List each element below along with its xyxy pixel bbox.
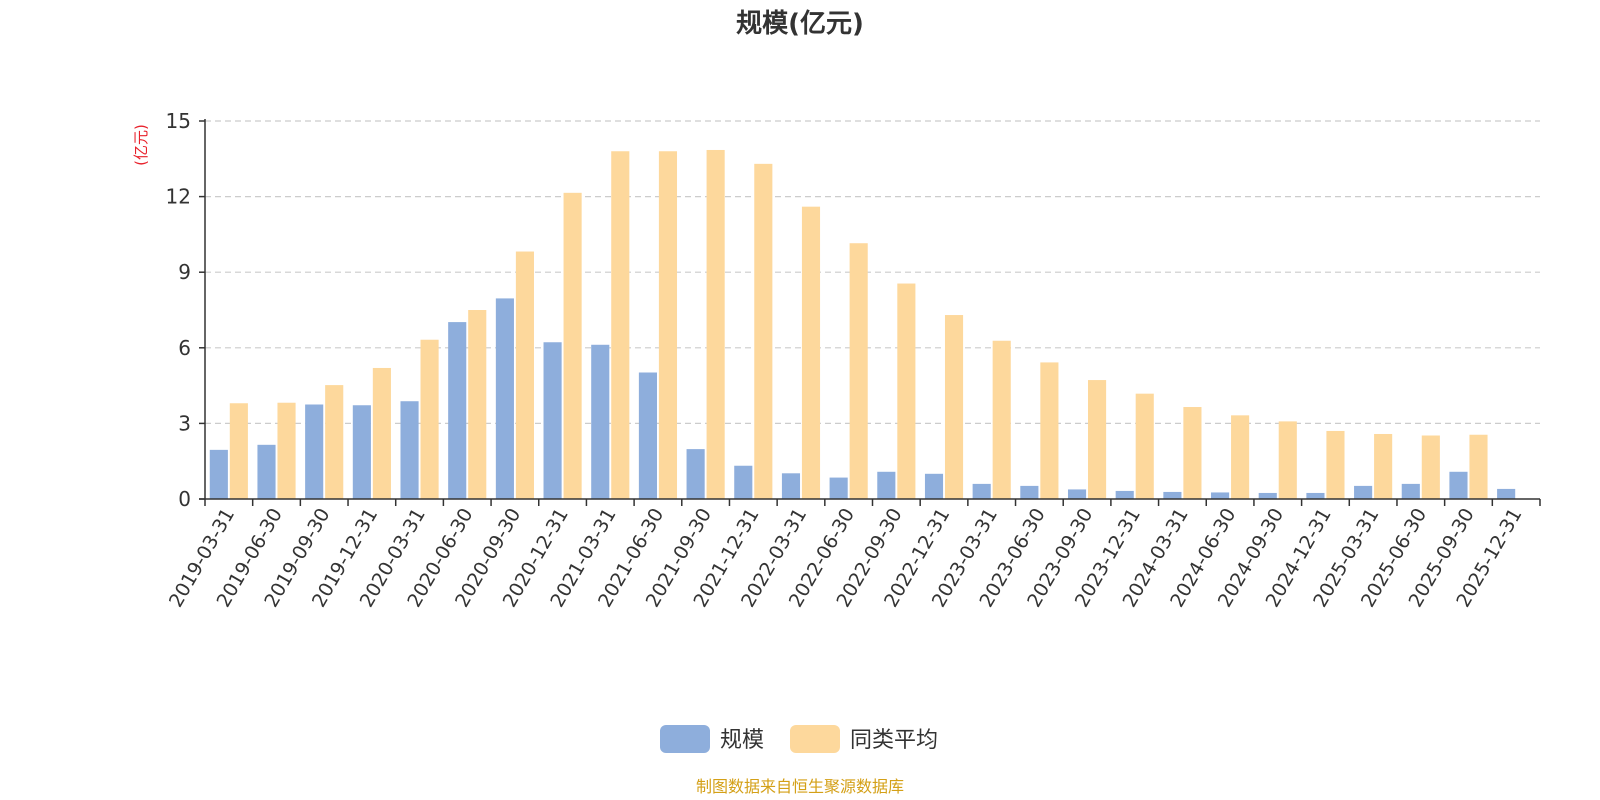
bar-peer-average bbox=[420, 339, 439, 499]
gridlines bbox=[205, 120, 1540, 424]
bar-peer-average bbox=[372, 367, 391, 499]
bar-peer-average bbox=[1183, 407, 1202, 499]
bars bbox=[209, 149, 1516, 500]
x-axis-ticks: 2019-03-312019-06-302019-09-302019-12-31… bbox=[165, 499, 1541, 611]
bar-peer-average bbox=[849, 243, 868, 499]
bar-scale bbox=[638, 372, 657, 499]
bar-scale bbox=[257, 444, 276, 499]
bar-scale bbox=[1020, 485, 1039, 499]
bar-peer-average bbox=[229, 403, 248, 499]
bar-scale bbox=[1163, 491, 1182, 499]
bar-scale bbox=[781, 473, 801, 499]
bar-scale bbox=[305, 404, 324, 499]
bar-peer-average bbox=[325, 385, 344, 499]
bar-peer-average bbox=[563, 192, 582, 499]
bar-peer-average bbox=[1135, 393, 1154, 499]
bar-peer-average bbox=[1088, 380, 1107, 499]
y-axis-ticks: 0 3 6 9 12 15 bbox=[166, 109, 205, 511]
bar-scale bbox=[1449, 471, 1468, 499]
y-tick-label: 15 bbox=[166, 109, 191, 133]
bar-scale bbox=[209, 449, 228, 499]
bar-scale bbox=[924, 473, 944, 499]
bar-scale bbox=[686, 449, 705, 499]
chart-title: 规模(亿元) bbox=[736, 9, 864, 39]
bar-peer-average bbox=[277, 402, 296, 499]
bar-peer-average bbox=[1040, 362, 1059, 499]
legend-swatch bbox=[790, 725, 840, 753]
y-tick-label: 0 bbox=[178, 487, 191, 511]
legend-label: 同类平均 bbox=[850, 728, 938, 753]
legend-label: 规模 bbox=[720, 728, 764, 753]
y-axis-unit-label: (亿元) bbox=[132, 124, 150, 166]
bar-scale bbox=[591, 344, 610, 499]
bar-scale bbox=[1306, 492, 1325, 499]
bar-scale bbox=[1497, 488, 1516, 499]
bar-peer-average bbox=[468, 310, 487, 499]
bar-peer-average bbox=[658, 151, 678, 500]
bar-peer-average bbox=[1421, 435, 1440, 499]
bar-scale bbox=[1115, 490, 1134, 499]
bar-scale bbox=[734, 465, 753, 499]
bar-scale bbox=[352, 405, 371, 499]
bar-peer-average bbox=[992, 340, 1011, 499]
bar-scale bbox=[1067, 489, 1087, 499]
bar-scale bbox=[1401, 483, 1420, 499]
bar-scale bbox=[1258, 492, 1277, 499]
bar-scale bbox=[400, 401, 419, 499]
bar-peer-average bbox=[754, 163, 773, 499]
bar-scale bbox=[495, 298, 514, 499]
bar-scale bbox=[448, 322, 467, 499]
bar-peer-average bbox=[1469, 434, 1488, 499]
axes bbox=[199, 119, 1540, 500]
bar-scale bbox=[1211, 492, 1230, 499]
bar-peer-average bbox=[1231, 415, 1250, 499]
y-tick-label: 6 bbox=[178, 336, 191, 360]
data-source-note: 制图数据来自恒生聚源数据库 bbox=[696, 777, 904, 796]
bar-peer-average bbox=[801, 206, 821, 499]
bar-scale bbox=[543, 342, 562, 499]
bar-scale bbox=[829, 477, 848, 499]
bar-peer-average bbox=[611, 151, 630, 500]
y-tick-label: 3 bbox=[178, 411, 191, 435]
legend: 规模 同类平均 bbox=[660, 725, 938, 753]
legend-swatch bbox=[660, 725, 710, 753]
bar-peer-average bbox=[706, 149, 725, 500]
y-tick-label: 12 bbox=[166, 185, 191, 209]
bar-peer-average bbox=[1326, 430, 1345, 499]
bar-peer-average bbox=[515, 251, 534, 499]
bar-scale bbox=[877, 471, 896, 499]
y-tick-label: 9 bbox=[178, 260, 191, 284]
bar-peer-average bbox=[1374, 433, 1393, 499]
bar-peer-average bbox=[1278, 421, 1297, 499]
bar-peer-average bbox=[944, 315, 964, 499]
bar-peer-average bbox=[897, 283, 916, 499]
bar-scale bbox=[1354, 485, 1373, 499]
bar-scale bbox=[972, 483, 991, 499]
